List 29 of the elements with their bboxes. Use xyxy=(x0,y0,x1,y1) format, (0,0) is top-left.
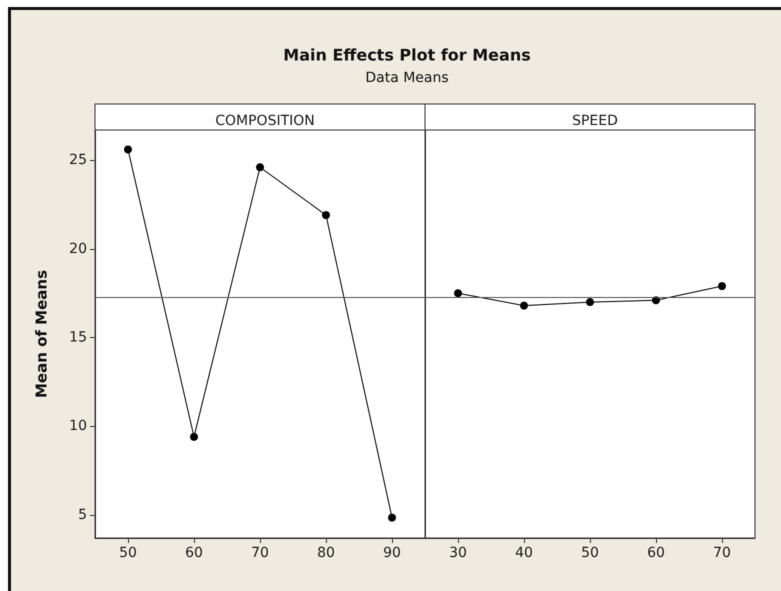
point xyxy=(322,211,330,220)
x-axis-title: SPEED xyxy=(572,113,618,129)
y-tick-label: 10 xyxy=(69,418,87,434)
x-tick-label: 40 xyxy=(515,545,533,561)
y-tick-label: 5 xyxy=(78,506,87,523)
x-tick-label: 80 xyxy=(317,545,335,561)
x-tick-label: 70 xyxy=(251,545,269,561)
point xyxy=(124,146,132,154)
x-tick-label: 60 xyxy=(185,545,203,561)
x-tick-label: 50 xyxy=(119,545,137,561)
x-tick-label: 60 xyxy=(647,545,665,561)
point xyxy=(586,298,594,306)
point xyxy=(520,302,528,310)
point xyxy=(256,163,264,172)
x-tick-label: 30 xyxy=(449,545,467,561)
x-axis-title: COMPOSITION xyxy=(215,113,315,129)
point xyxy=(190,432,198,441)
y-tick-label: 20 xyxy=(69,240,87,257)
x-tick-label: 90 xyxy=(383,545,401,561)
y-axis-title: Mean of Means xyxy=(32,270,50,398)
x-tick-label: 70 xyxy=(713,545,731,561)
x-tick-label: 50 xyxy=(581,545,599,561)
y-tick-label: 15 xyxy=(69,330,87,346)
point xyxy=(718,282,726,290)
point xyxy=(388,514,396,522)
point xyxy=(454,289,462,298)
y-tick-label: 25 xyxy=(69,152,87,168)
chart-subtitle: Data Means xyxy=(365,70,449,86)
chart-title: Main Effects Plot for Means xyxy=(283,46,531,64)
